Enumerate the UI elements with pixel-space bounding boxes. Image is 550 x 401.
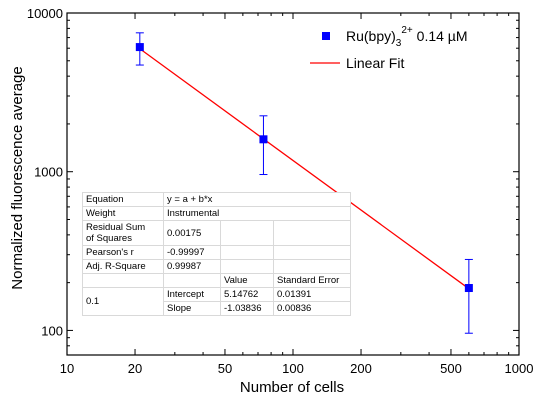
- slope-value: -1.03836: [220, 301, 274, 316]
- table-row: Pearson's r -0.99997: [82, 245, 351, 260]
- legend: Ru(bpy)3 2+ 0.14 µM Linear Fit: [310, 25, 468, 71]
- rss-label-line1: Residual Sum: [86, 222, 146, 233]
- table-row: Weight Instrumental: [82, 206, 351, 221]
- table-row: Equation y = a + b*x: [82, 192, 351, 207]
- column-header-stderr: Standard Error: [273, 273, 351, 288]
- equation-value: y = a + b*x: [163, 192, 351, 207]
- data-point: [464, 284, 473, 293]
- y-axis-title: Normalized fluorescence average: [9, 66, 26, 289]
- y-axis-ticks: 100 1000 10000: [27, 6, 519, 356]
- intercept-error: 0.01391: [273, 287, 351, 302]
- data-point: [259, 135, 268, 144]
- y-tick-label: 100: [41, 323, 63, 338]
- fit-line-layer: [139, 48, 470, 290]
- table-empty-cell: [163, 273, 221, 288]
- data-points-layer: [135, 32, 473, 334]
- table-empty-cell: [273, 220, 351, 246]
- table-empty-cell: [220, 259, 274, 274]
- rss-label-line2: of Squares: [86, 233, 132, 244]
- rss-value: 0.00175: [163, 220, 221, 246]
- table-empty-cell: [220, 220, 274, 246]
- weight-value: Instrumental: [163, 206, 351, 221]
- legend-fit-label: Linear Fit: [346, 55, 404, 71]
- weight-label: Weight: [82, 206, 164, 221]
- slope-label: Slope: [163, 301, 221, 316]
- rss-label: Residual Sum of Squares: [82, 220, 164, 246]
- x-tick-label: 10: [60, 361, 74, 376]
- slope-error: 0.00836: [273, 301, 351, 316]
- fit-line: [139, 48, 470, 290]
- x-tick-label: 1000: [505, 361, 534, 376]
- x-axis-title: Number of cells: [240, 379, 344, 396]
- table-row: Slope -1.03836 0.00836: [83, 301, 351, 316]
- x-tick-label: 500: [440, 361, 462, 376]
- column-header-value: Value: [220, 273, 274, 288]
- legend-series-suffix: 0.14 µM: [413, 28, 468, 44]
- adj-r-square-label: Adj. R-Square: [82, 259, 164, 274]
- table-row: Residual Sum of Squares 0.00175: [82, 220, 351, 246]
- equation-label: Equation: [82, 192, 164, 207]
- fit-results-table: Equation y = a + b*x Weight Instrumental…: [82, 192, 351, 316]
- legend-series-sub: 3: [396, 38, 402, 49]
- row-group-label: 0.1: [82, 287, 164, 316]
- table-empty-cell: [220, 245, 274, 260]
- adj-r-square-value: 0.99987: [163, 259, 221, 274]
- x-axis-ticks: 10 20 50 100 200 500 1000: [60, 13, 534, 376]
- table-row: Adj. R-Square 0.99987: [82, 259, 351, 274]
- intercept-label: Intercept: [163, 287, 221, 302]
- legend-series-sup: 2+: [401, 25, 413, 36]
- y-tick-label: 1000: [34, 165, 63, 180]
- pearson-value: -0.99997: [163, 245, 221, 260]
- intercept-value: 5.14762: [220, 287, 274, 302]
- table-empty-cell: [82, 273, 164, 288]
- x-tick-label: 20: [128, 361, 142, 376]
- table-empty-cell: [273, 245, 351, 260]
- legend-series-main: Ru(bpy): [346, 28, 396, 44]
- table-empty-cell: [273, 259, 351, 274]
- legend-series-label: Ru(bpy)3 2+ 0.14 µM: [346, 25, 468, 49]
- x-tick-label: 200: [350, 361, 372, 376]
- pearson-label: Pearson's r: [82, 245, 164, 260]
- x-tick-label: 50: [218, 361, 232, 376]
- data-point: [135, 43, 144, 52]
- table-row: Value Standard Error: [82, 273, 351, 288]
- y-tick-label: 10000: [27, 6, 63, 21]
- table-row: 0.1 Intercept 5.14762 0.01391: [82, 287, 351, 316]
- legend-marker-square: [322, 32, 330, 40]
- x-tick-label: 100: [282, 361, 304, 376]
